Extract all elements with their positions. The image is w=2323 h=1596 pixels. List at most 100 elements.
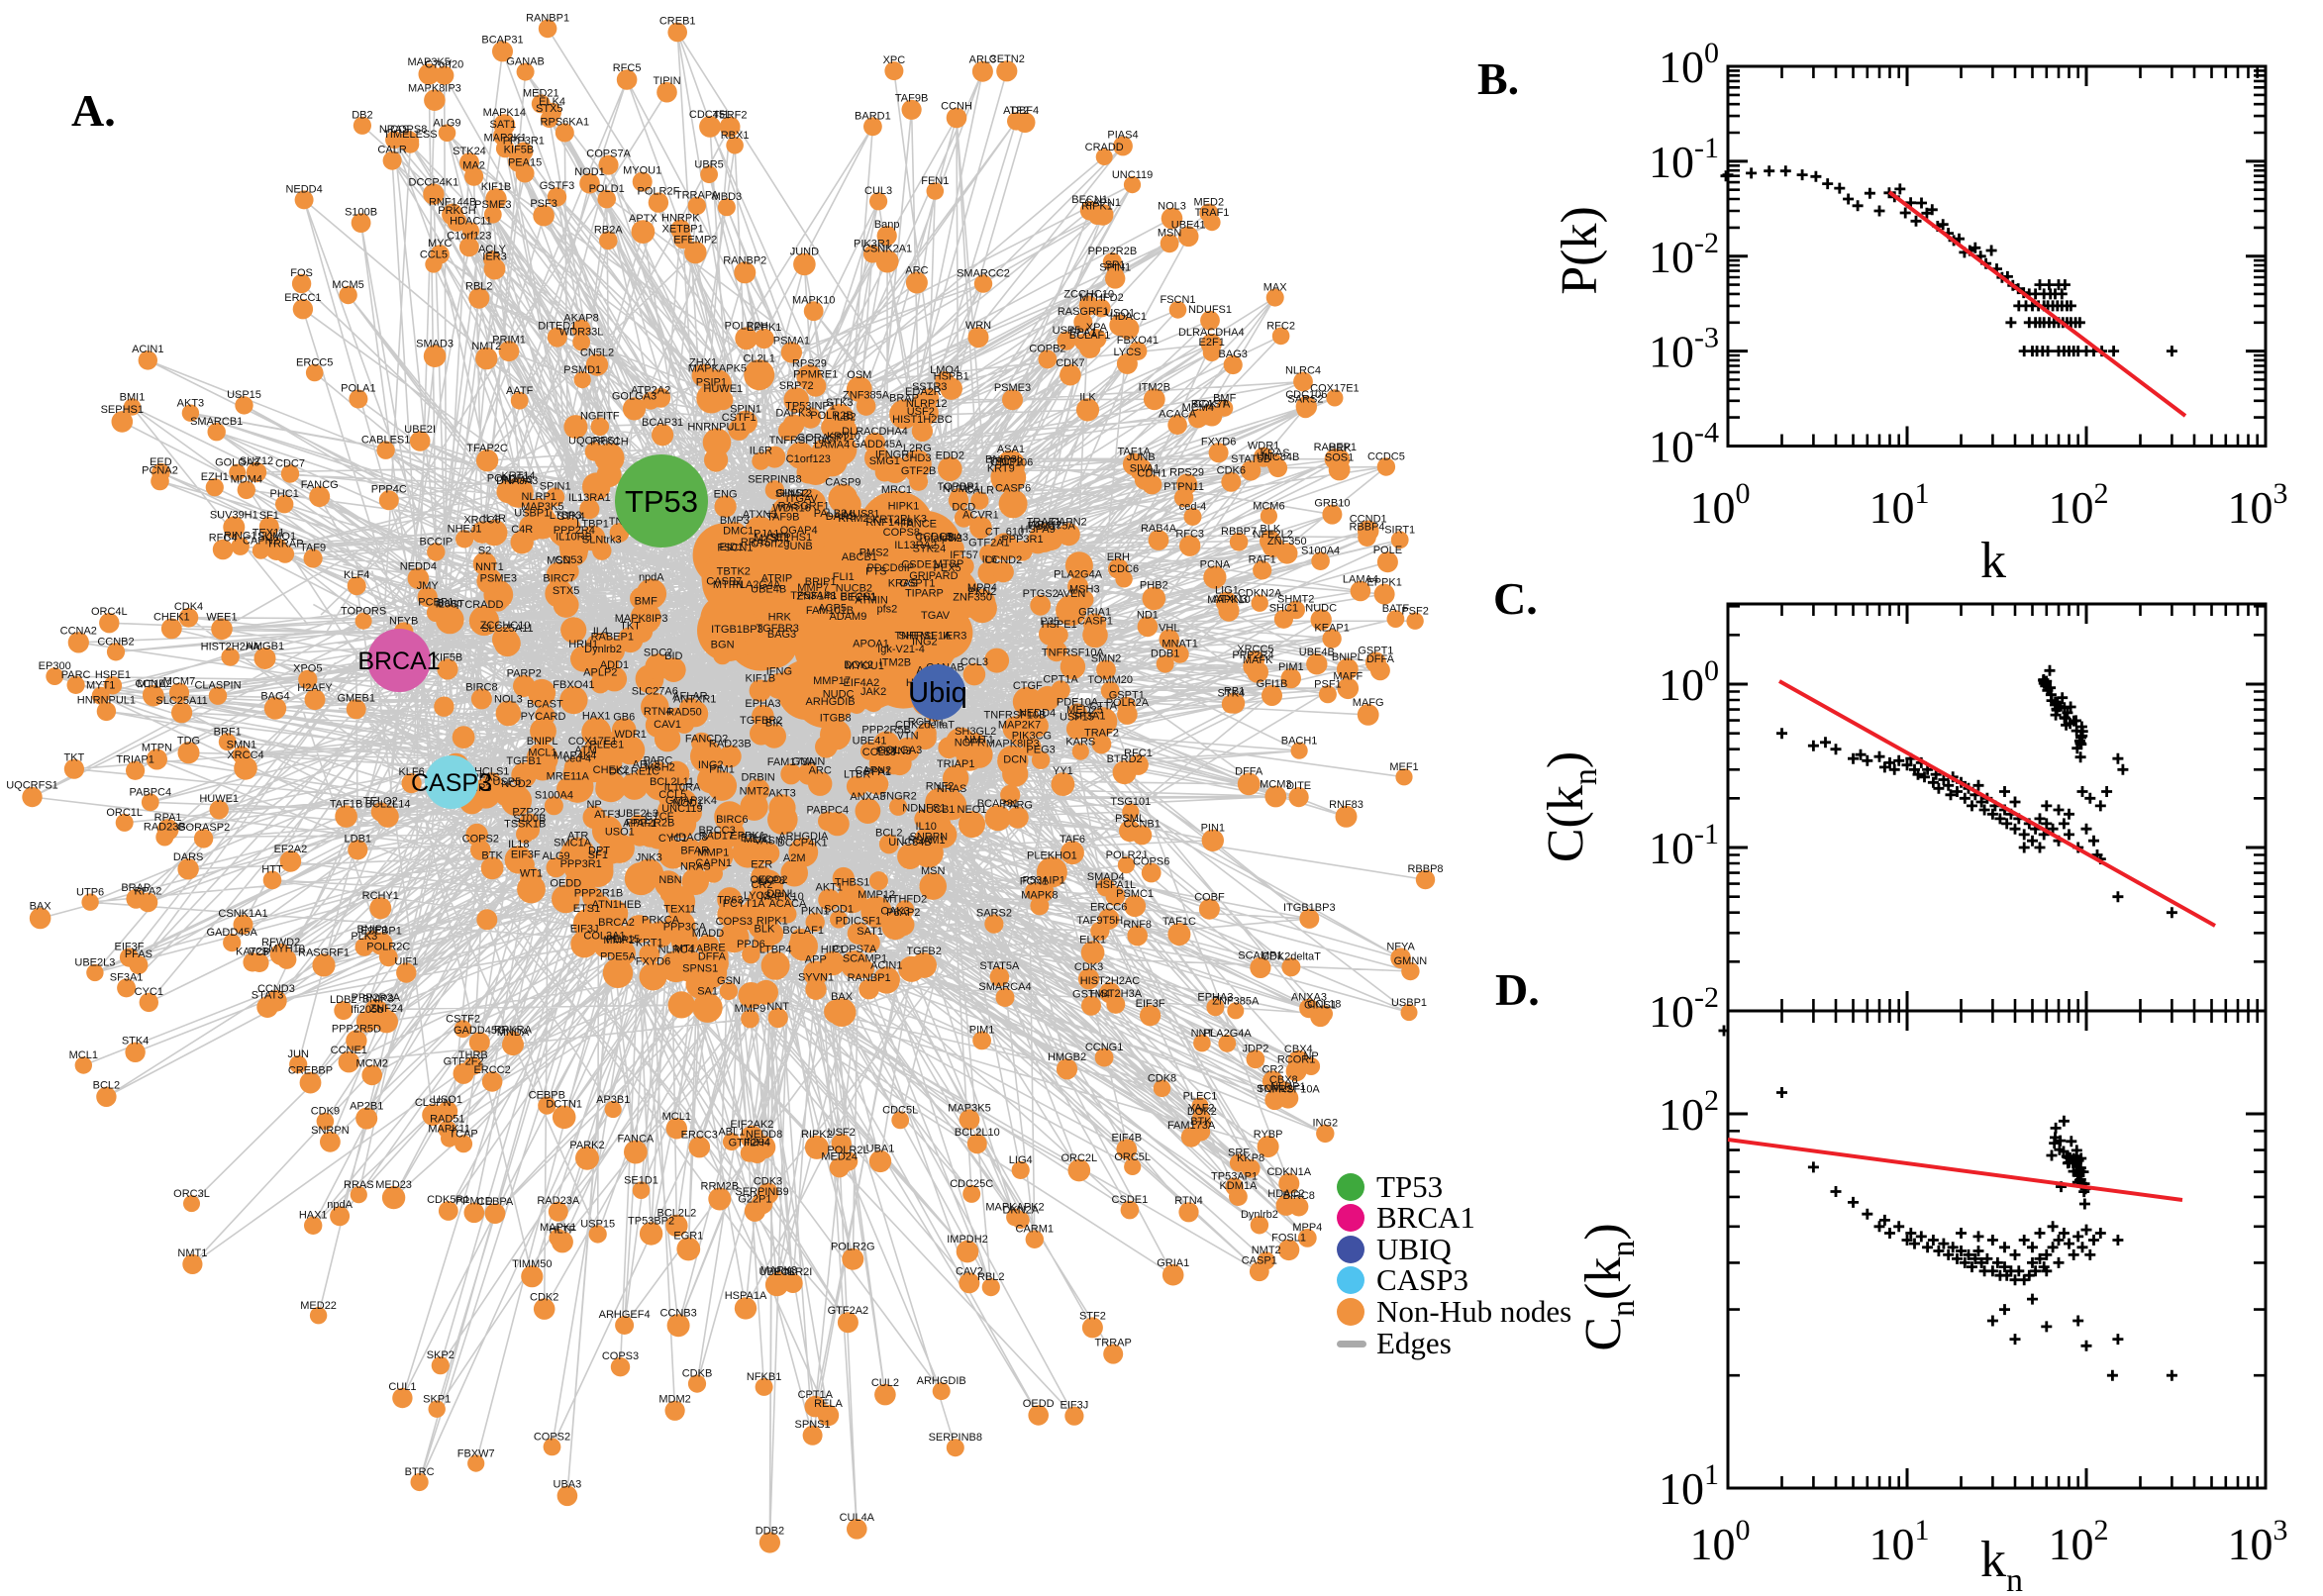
svg-text:RAD51: RAD51 <box>430 1114 464 1126</box>
svg-text:MADD: MADD <box>692 928 724 940</box>
svg-text:C.: C. <box>1493 573 1538 624</box>
svg-text:S100A4: S100A4 <box>1301 545 1340 556</box>
svg-text:RNF83: RNF83 <box>1329 799 1364 811</box>
svg-text:COPS3: COPS3 <box>716 916 753 928</box>
svg-text:BRCC3: BRCC3 <box>698 825 735 837</box>
svg-text:C4R: C4R <box>511 524 533 536</box>
svg-text:NGFITF: NGFITF <box>580 411 620 423</box>
svg-text:Dynlrb2: Dynlrb2 <box>1241 1209 1278 1221</box>
svg-text:PRTN3: PRTN3 <box>876 746 912 757</box>
svg-text:CTTA: CTTA <box>1089 700 1118 712</box>
svg-text:HAX1: HAX1 <box>582 711 611 723</box>
svg-text:BARD1: BARD1 <box>855 110 891 122</box>
svg-text:APLP2: APLP2 <box>583 667 617 679</box>
svg-text:BRAP: BRAP <box>121 882 151 894</box>
svg-text:MCL1: MCL1 <box>69 1049 98 1061</box>
svg-text:NMT1: NMT1 <box>964 735 994 747</box>
svg-text:RFC3: RFC3 <box>1175 529 1204 541</box>
svg-text:CARM1: CARM1 <box>1016 1224 1055 1236</box>
svg-text:NUDC: NUDC <box>1305 602 1337 614</box>
svg-text:CDC6: CDC6 <box>1109 563 1139 575</box>
svg-text:WT1: WT1 <box>520 868 543 880</box>
svg-text:MCL1: MCL1 <box>528 748 556 759</box>
svg-text:CN5L2: CN5L2 <box>580 347 614 358</box>
svg-text:RAD17: RAD17 <box>699 831 734 843</box>
svg-text:SERPINB8: SERPINB8 <box>748 473 801 485</box>
svg-text:CAPN2: CAPN2 <box>243 536 279 548</box>
svg-text:CASP3: CASP3 <box>411 769 492 797</box>
svg-text:PCYT1A: PCYT1A <box>723 898 765 910</box>
svg-text:FBXW7: FBXW7 <box>457 1448 495 1460</box>
svg-text:CDC5L: CDC5L <box>882 1105 918 1117</box>
svg-text:USO1: USO1 <box>1105 308 1135 320</box>
svg-text:CDK5R1: CDK5R1 <box>427 1194 469 1206</box>
svg-text:PIM1: PIM1 <box>709 764 735 776</box>
svg-text:CCND3: CCND3 <box>257 983 295 995</box>
svg-text:CDK3: CDK3 <box>1074 961 1103 973</box>
svg-text:LDB1: LDB1 <box>345 833 372 845</box>
svg-text:ALG9: ALG9 <box>433 118 460 130</box>
svg-text:AKT3: AKT3 <box>177 398 205 410</box>
svg-text:DLRACDHA4: DLRACDHA4 <box>842 426 908 438</box>
svg-text:TAF9T5H: TAF9T5H <box>1076 915 1123 927</box>
svg-text:IL10: IL10 <box>915 821 936 833</box>
svg-text:RBL2: RBL2 <box>977 1271 1005 1283</box>
svg-text:PARG: PARG <box>1003 800 1033 812</box>
svg-text:S100A4: S100A4 <box>535 789 573 801</box>
svg-text:TDG: TDG <box>177 735 200 747</box>
svg-text:JUN: JUN <box>288 1048 309 1060</box>
svg-text:BAX: BAX <box>30 901 52 913</box>
svg-text:RBBP8: RBBP8 <box>1407 863 1443 875</box>
svg-text:RRAS: RRAS <box>344 1179 374 1191</box>
svg-text:UTP6: UTP6 <box>76 887 104 899</box>
svg-text:PRKCH: PRKCH <box>438 205 476 217</box>
svg-text:RB2A: RB2A <box>594 225 623 237</box>
svg-text:NUCB2: NUCB2 <box>836 582 872 594</box>
svg-text:GMNN: GMNN <box>792 756 826 768</box>
svg-text:SEPHS1: SEPHS1 <box>101 404 144 416</box>
svg-text:ZHX1: ZHX1 <box>689 357 717 369</box>
svg-text:DNAJA3: DNAJA3 <box>496 475 538 487</box>
svg-text:NLRP1: NLRP1 <box>521 491 556 503</box>
svg-text:NEDD4: NEDD4 <box>285 183 322 195</box>
svg-text:ZNF385A: ZNF385A <box>843 389 890 401</box>
svg-text:k: k <box>1980 533 2006 589</box>
svg-text:PPP2R1B: PPP2R1B <box>574 887 624 899</box>
svg-text:RRAS: RRAS <box>741 537 771 549</box>
svg-text:PIAS4: PIAS4 <box>1107 130 1138 142</box>
svg-text:TNFRSF1A: TNFRSF1A <box>894 630 952 642</box>
svg-text:RAD23A: RAD23A <box>537 1195 579 1207</box>
svg-text:WDR1: WDR1 <box>615 729 647 741</box>
svg-text:ATN1HEB: ATN1HEB <box>592 899 642 911</box>
svg-text:KRT9: KRT9 <box>987 463 1015 475</box>
svg-text:GMAP2K4: GMAP2K4 <box>665 795 717 807</box>
svg-text:USP5: USP5 <box>493 776 522 788</box>
svg-text:SIRT1: SIRT1 <box>1384 524 1415 536</box>
svg-text:ERCC5: ERCC5 <box>296 357 333 369</box>
svg-text:CHEK1: CHEK1 <box>153 611 190 623</box>
svg-text:MED23: MED23 <box>375 1179 412 1191</box>
svg-text:NGFR: NGFR <box>955 738 985 749</box>
svg-text:EIF2S1: EIF2S1 <box>840 591 876 603</box>
svg-text:NFKB1: NFKB1 <box>747 1371 781 1383</box>
svg-text:BRF1: BRF1 <box>214 726 242 738</box>
svg-text:BAX: BAX <box>831 991 854 1003</box>
svg-text:ced-4: ced-4 <box>1179 501 1207 513</box>
svg-text:RANBP2: RANBP2 <box>723 254 766 266</box>
svg-text:TSG101: TSG101 <box>1110 796 1151 808</box>
svg-text:TP53AP1: TP53AP1 <box>790 590 837 602</box>
svg-text:MAPK10: MAPK10 <box>760 891 803 903</box>
svg-text:CDK9: CDK9 <box>311 1106 340 1118</box>
svg-text:TGFBR2: TGFBR2 <box>740 715 782 727</box>
svg-text:IFT57: IFT57 <box>950 549 978 561</box>
svg-text:MSH2: MSH2 <box>645 761 675 773</box>
svg-text:JUNB: JUNB <box>784 541 813 552</box>
svg-text:CDK8: CDK8 <box>1148 1073 1176 1085</box>
svg-text:PSMD1: PSMD1 <box>563 364 601 376</box>
svg-text:DARS: DARS <box>826 511 857 523</box>
svg-text:MSN: MSN <box>921 865 946 877</box>
svg-text:LTBP4: LTBP4 <box>759 945 792 956</box>
svg-text:ORC2L: ORC2L <box>1060 1152 1097 1164</box>
svg-text:XPO5: XPO5 <box>293 663 322 675</box>
svg-text:XETBP1: XETBP1 <box>662 223 704 235</box>
